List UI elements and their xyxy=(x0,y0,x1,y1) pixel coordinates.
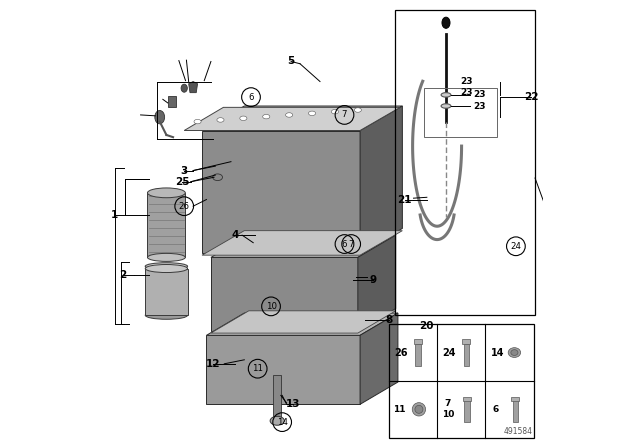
Text: 26: 26 xyxy=(394,348,408,358)
Text: 11: 11 xyxy=(252,364,263,373)
Bar xyxy=(513,401,518,422)
Ellipse shape xyxy=(145,311,188,319)
Text: 5: 5 xyxy=(287,56,294,66)
Text: 7: 7 xyxy=(348,240,354,249)
Text: 3: 3 xyxy=(180,166,188,176)
Ellipse shape xyxy=(240,116,247,121)
Text: 20: 20 xyxy=(420,321,434,332)
Ellipse shape xyxy=(441,104,451,108)
Ellipse shape xyxy=(285,113,292,117)
Ellipse shape xyxy=(308,111,316,116)
Text: 24: 24 xyxy=(442,348,456,358)
Text: 4: 4 xyxy=(232,230,239,240)
Text: 14: 14 xyxy=(276,418,287,426)
Text: 26: 26 xyxy=(179,202,189,211)
Ellipse shape xyxy=(155,111,164,124)
Ellipse shape xyxy=(194,119,201,124)
Text: 10: 10 xyxy=(442,410,454,419)
Ellipse shape xyxy=(441,93,451,97)
Polygon shape xyxy=(358,235,396,331)
Text: 24: 24 xyxy=(510,242,522,251)
Ellipse shape xyxy=(270,416,284,425)
Text: 13: 13 xyxy=(286,399,301,409)
Bar xyxy=(465,401,470,422)
Polygon shape xyxy=(184,108,400,130)
Text: 1: 1 xyxy=(111,210,118,220)
Text: 9: 9 xyxy=(370,275,377,284)
Text: 7: 7 xyxy=(445,400,451,409)
Ellipse shape xyxy=(145,263,188,270)
Text: 23: 23 xyxy=(461,77,473,86)
Text: 2: 2 xyxy=(120,270,127,280)
Text: 12: 12 xyxy=(206,359,220,369)
Bar xyxy=(145,268,188,315)
Text: 21: 21 xyxy=(397,194,412,205)
Ellipse shape xyxy=(147,188,186,198)
Bar xyxy=(463,344,469,366)
Polygon shape xyxy=(202,231,403,255)
Ellipse shape xyxy=(355,108,362,112)
Text: 6: 6 xyxy=(248,93,253,102)
Text: 11: 11 xyxy=(394,405,406,414)
Ellipse shape xyxy=(145,264,188,272)
Text: 14: 14 xyxy=(491,348,504,358)
Text: 23: 23 xyxy=(461,88,473,97)
Text: 6: 6 xyxy=(342,240,348,249)
Polygon shape xyxy=(360,313,398,404)
Ellipse shape xyxy=(508,348,521,358)
Ellipse shape xyxy=(217,118,224,122)
Polygon shape xyxy=(207,313,398,335)
Polygon shape xyxy=(211,235,396,258)
Bar xyxy=(389,324,534,438)
Text: 7: 7 xyxy=(342,110,348,120)
Text: 22: 22 xyxy=(524,92,539,102)
Ellipse shape xyxy=(147,254,186,261)
Bar xyxy=(424,88,497,137)
Polygon shape xyxy=(360,106,403,253)
Bar xyxy=(395,10,535,315)
Bar xyxy=(147,193,186,258)
Text: 10: 10 xyxy=(266,302,276,311)
Bar xyxy=(462,339,470,344)
Bar xyxy=(273,375,281,418)
Text: 25: 25 xyxy=(175,177,189,187)
Text: 23: 23 xyxy=(473,90,486,99)
Bar xyxy=(168,96,176,108)
Ellipse shape xyxy=(442,17,450,28)
Polygon shape xyxy=(202,106,403,130)
Polygon shape xyxy=(211,258,358,331)
Ellipse shape xyxy=(412,403,426,416)
Ellipse shape xyxy=(262,114,270,119)
Ellipse shape xyxy=(415,405,423,414)
Polygon shape xyxy=(211,311,396,333)
Bar xyxy=(463,397,471,401)
Polygon shape xyxy=(189,82,198,93)
Text: 491584: 491584 xyxy=(504,427,533,436)
Ellipse shape xyxy=(332,109,339,114)
Ellipse shape xyxy=(511,349,518,355)
Text: 23: 23 xyxy=(473,102,486,111)
Text: 8: 8 xyxy=(385,315,392,325)
Text: 6: 6 xyxy=(493,405,499,414)
Polygon shape xyxy=(207,335,360,404)
Ellipse shape xyxy=(181,84,188,92)
Bar xyxy=(415,344,420,366)
Polygon shape xyxy=(547,401,567,416)
Ellipse shape xyxy=(212,174,223,181)
Bar xyxy=(414,339,422,344)
Bar xyxy=(511,397,520,401)
Polygon shape xyxy=(202,130,360,253)
